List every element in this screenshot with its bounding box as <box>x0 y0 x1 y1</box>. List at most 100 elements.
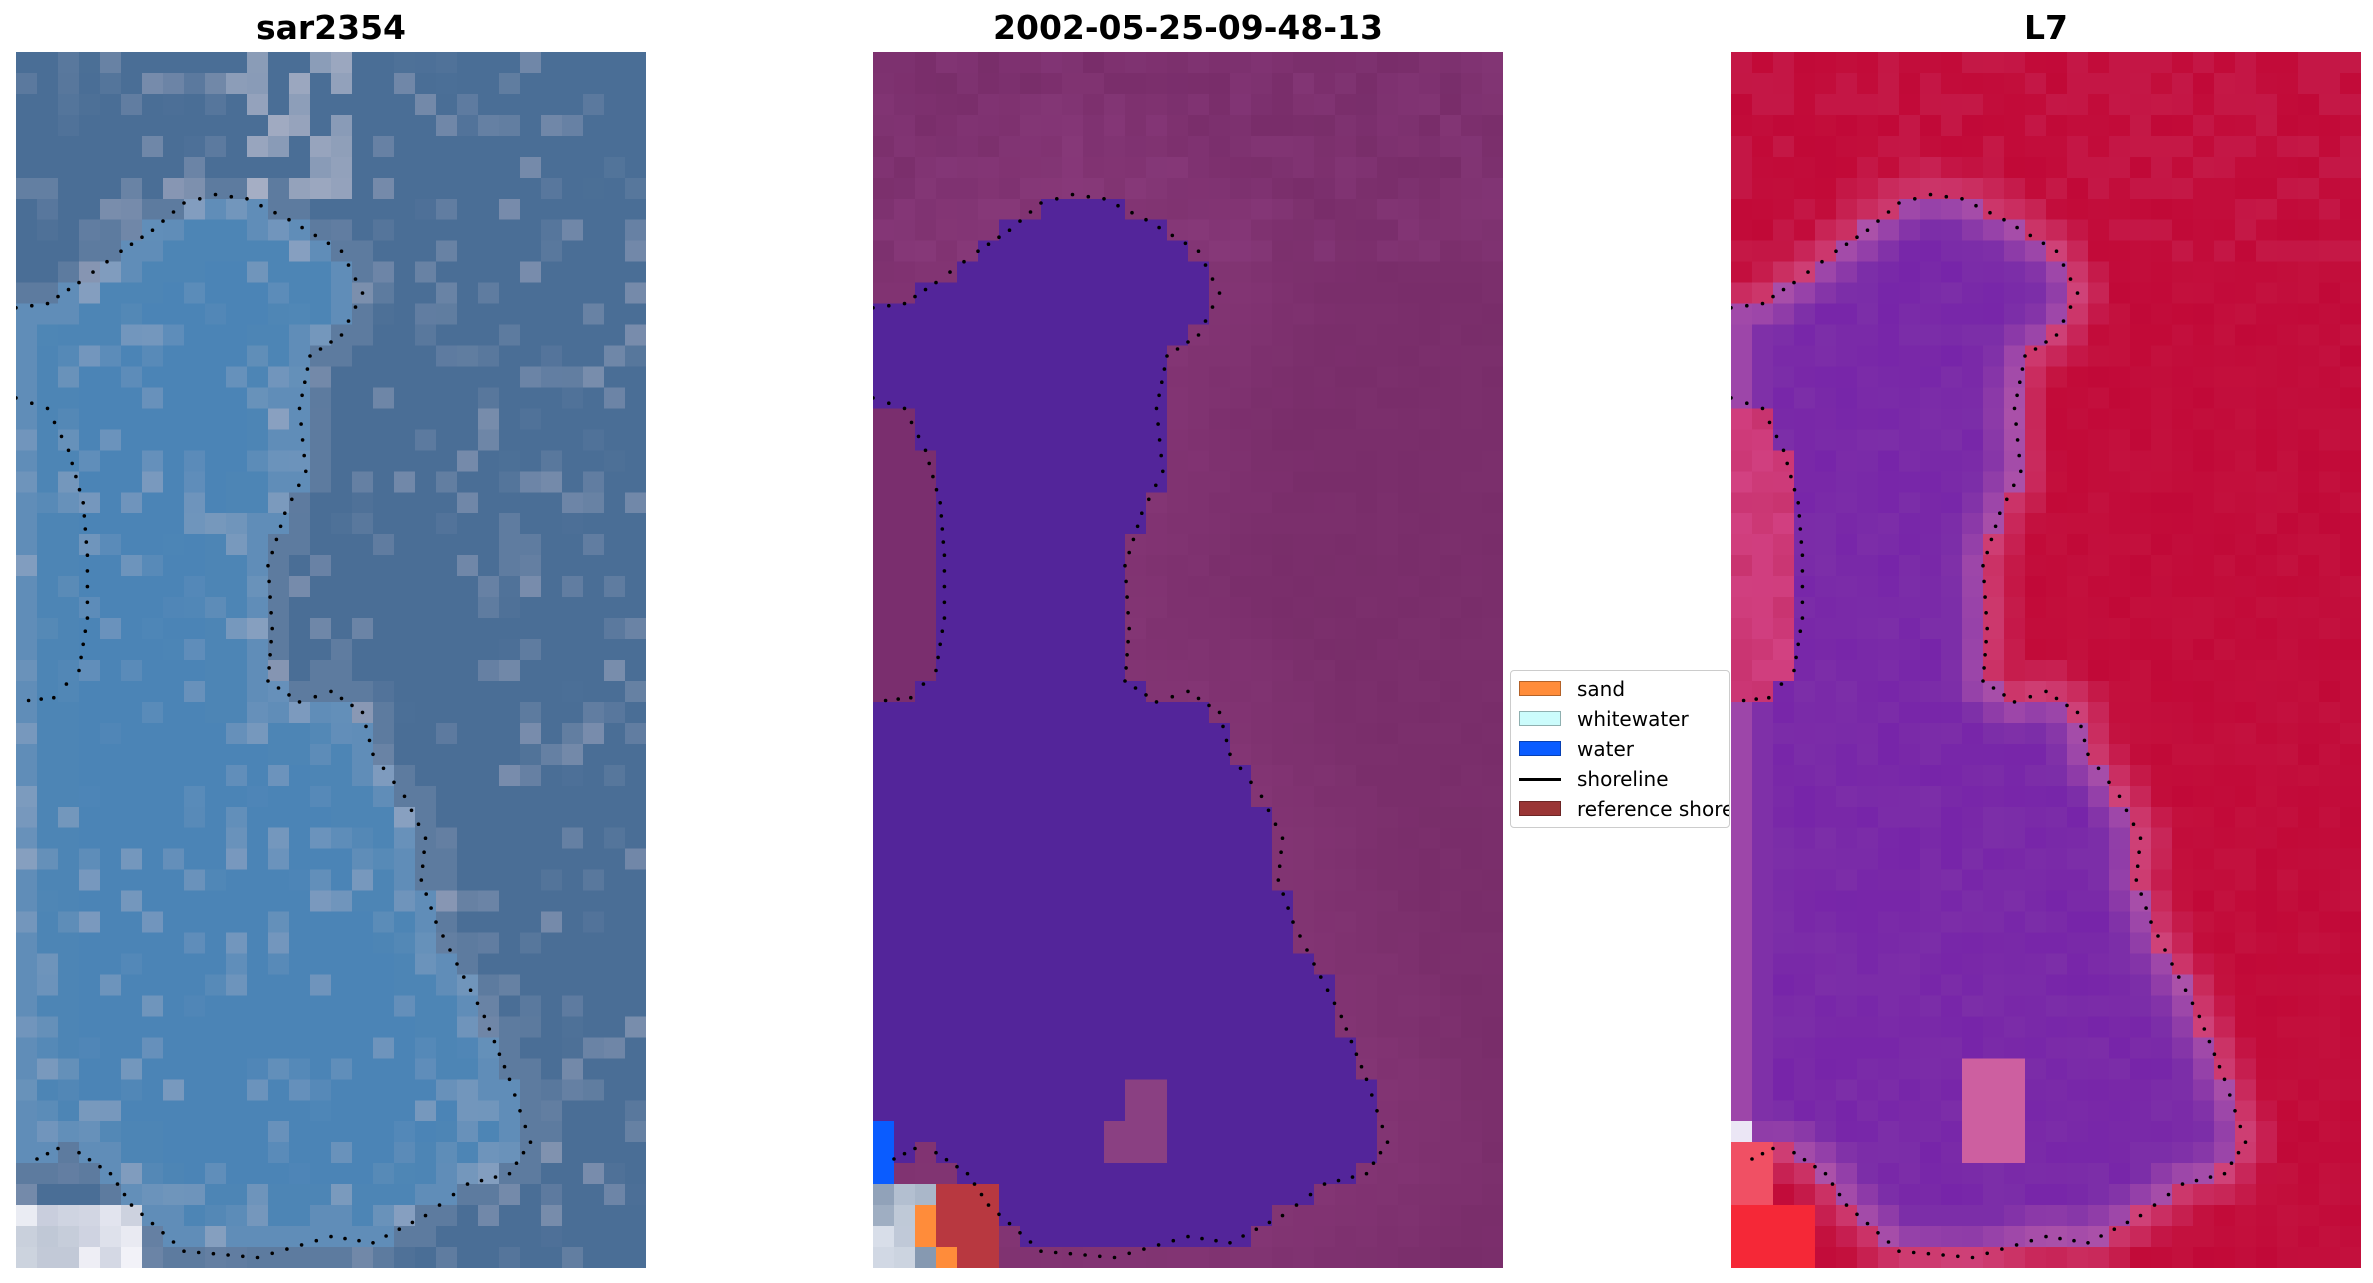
shoreline-point <box>2222 1077 2227 1082</box>
shoreline-point <box>2041 241 2046 246</box>
shoreline-point <box>346 319 351 323</box>
shoreline-point <box>2029 1238 2034 1243</box>
shoreline-point <box>1767 695 1771 700</box>
shoreline-point <box>1280 836 1285 840</box>
shoreline-point <box>85 584 90 589</box>
shoreline-point <box>350 703 354 708</box>
shoreline-point <box>2238 1124 2243 1129</box>
shoreline-line-swatch <box>1519 778 1561 781</box>
shoreline-point <box>2112 1227 2117 1231</box>
shoreline-point <box>2233 1109 2237 1113</box>
shoreline-point <box>1186 689 1190 694</box>
shoreline-point <box>2015 438 2020 442</box>
shoreline-point <box>468 988 473 992</box>
shoreline-point <box>85 553 90 557</box>
shoreline-point <box>213 192 218 197</box>
shoreline-point <box>2144 906 2148 910</box>
shoreline-point <box>1794 655 1798 660</box>
shoreline-point <box>2075 710 2080 715</box>
shoreline-point <box>1210 277 1215 281</box>
shoreline-point <box>1332 1001 1337 1006</box>
shoreline-point <box>108 1171 113 1176</box>
shoreline-point <box>2137 850 2141 854</box>
shoreline-point <box>1349 1039 1354 1044</box>
shoreline-point <box>196 1250 201 1255</box>
shoreline-point <box>2222 1171 2227 1176</box>
shoreline-point <box>1207 703 1211 708</box>
shoreline-point <box>1196 333 1201 337</box>
shoreline-point <box>77 1150 81 1155</box>
shoreline-point <box>313 694 318 699</box>
shoreline-point <box>507 1077 512 1082</box>
shoreline-point <box>502 1064 507 1069</box>
shoreline-point <box>1228 1241 1232 1245</box>
shoreline-point <box>1214 1238 1218 1243</box>
shoreline-point <box>16 306 18 310</box>
shoreline-point <box>314 1238 319 1243</box>
shoreline-point <box>944 1157 949 1162</box>
shoreline-point <box>423 1213 428 1218</box>
shoreline-point <box>1259 794 1264 799</box>
shoreline-point <box>1792 668 1796 673</box>
shoreline-point <box>1998 511 2002 515</box>
shoreline-point <box>420 864 425 868</box>
shoreline-point <box>1792 280 1796 285</box>
shoreline-point <box>2015 225 2019 230</box>
shoreline-point <box>896 697 900 701</box>
shoreline-point <box>150 1221 155 1226</box>
shoreline-point <box>1928 192 1933 197</box>
shoreline-point <box>2019 469 2023 474</box>
legend-item-sand: sand <box>1511 674 1729 704</box>
shoreline-point <box>364 724 368 729</box>
shoreline-point <box>2000 1247 2004 1251</box>
shoreline-point <box>329 689 333 694</box>
shoreline-point <box>2028 233 2033 238</box>
shoreline-point <box>360 710 365 715</box>
shoreline-point <box>1798 527 1803 531</box>
shoreline-point <box>1797 514 1802 518</box>
shoreline-point <box>942 553 947 557</box>
shoreline-point <box>1813 1164 1817 1169</box>
shoreline-point <box>2183 988 2188 992</box>
shoreline-point <box>448 948 452 952</box>
shoreline-point <box>241 1254 245 1259</box>
legend-item-whitewater: whitewater <box>1511 704 1729 734</box>
shoreline-point <box>1144 217 1148 222</box>
shoreline-point <box>1876 1231 1880 1235</box>
shoreline-point <box>339 333 344 337</box>
shoreline-point <box>2229 1161 2234 1165</box>
shoreline-point <box>1154 483 1158 488</box>
shoreline-point <box>2139 892 2143 896</box>
shoreline-point <box>902 301 907 306</box>
shoreline-point <box>2023 354 2027 358</box>
legend-label-whitewater: whitewater <box>1577 707 1689 731</box>
shoreline-point <box>66 448 71 453</box>
shoreline-point <box>297 483 301 488</box>
shoreline-point <box>434 920 438 924</box>
shoreline-point <box>2068 305 2073 309</box>
shoreline-point <box>266 563 270 568</box>
shoreline-point <box>1988 210 1992 215</box>
shoreline-point <box>357 1238 361 1243</box>
shoreline-point <box>2096 766 2101 771</box>
shoreline-point <box>300 225 304 230</box>
legend-item-reference-shoreline: reference shoreline <box>1511 794 1729 824</box>
shoreline-point <box>887 303 891 308</box>
shoreline-point <box>976 249 980 253</box>
shoreline-point <box>1344 1027 1349 1031</box>
shoreline-point <box>2163 948 2167 952</box>
shoreline-point <box>2065 703 2069 708</box>
shoreline-point <box>1157 225 1161 230</box>
shoreline-point <box>329 1234 333 1239</box>
shoreline-point <box>1336 1178 1341 1183</box>
shoreline-point <box>873 396 875 400</box>
shoreline-point <box>873 306 875 310</box>
shoreline-point <box>1911 1250 1916 1255</box>
shoreline-point <box>2033 347 2038 351</box>
shoreline-point <box>1170 694 1175 699</box>
shoreline-point <box>1956 1254 1960 1259</box>
shoreline-point <box>1364 1077 1369 1082</box>
shoreline-point <box>892 1157 896 1161</box>
shoreline-point <box>1865 1221 1870 1226</box>
shoreline-point <box>1820 259 1824 264</box>
